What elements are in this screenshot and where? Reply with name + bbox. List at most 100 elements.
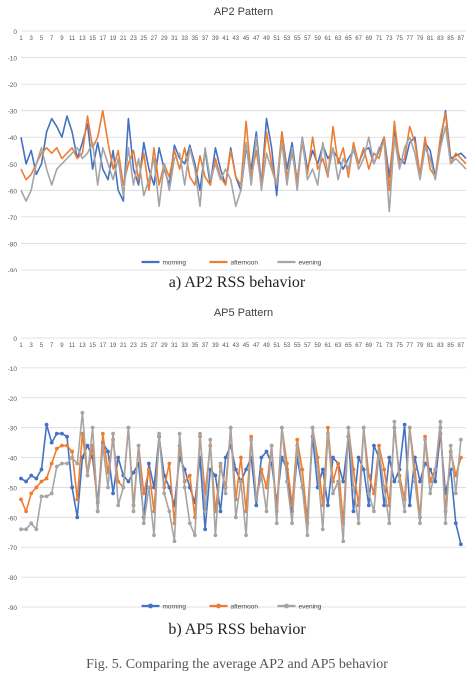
x-tick-label: 63: [335, 36, 342, 42]
x-tick-label: 87: [458, 36, 465, 42]
x-tick-label: 21: [120, 343, 127, 349]
legend-marker-evening: [284, 603, 289, 609]
point-evening: [167, 509, 172, 514]
point-evening: [223, 491, 228, 496]
x-tick-label: 15: [89, 343, 96, 349]
point-afternoon: [239, 455, 243, 460]
y-tick-label: -10: [8, 366, 18, 373]
point-evening: [146, 485, 151, 490]
point-morning: [126, 479, 131, 484]
x-tick-label: 27: [151, 343, 158, 349]
y-tick-label: -90: [8, 268, 18, 272]
x-tick-label: 59: [314, 36, 321, 42]
point-morning: [111, 491, 115, 496]
caption-ap2: a) AP2 RSS behavior: [168, 274, 306, 291]
point-morning: [29, 473, 34, 478]
point-evening: [106, 485, 110, 490]
x-tick-label: 87: [458, 343, 465, 349]
x-tick-label: 83: [437, 36, 444, 42]
x-tick-label: 7: [50, 36, 54, 42]
point-evening: [24, 527, 29, 532]
y-tick-label: 0: [13, 29, 17, 36]
x-tick-label: 67: [355, 36, 362, 42]
x-tick-label: 51: [273, 36, 280, 42]
y-tick-label: -70: [8, 215, 18, 222]
point-afternoon: [325, 425, 330, 430]
point-afternoon: [141, 491, 146, 496]
legend-label-evening: evening: [299, 604, 322, 611]
x-tick-label: 43: [232, 343, 239, 349]
y-tick-label: -80: [8, 575, 18, 582]
x-tick-label: 13: [79, 36, 86, 42]
x-tick-label: 19: [110, 36, 117, 42]
y-tick-label: -20: [8, 82, 18, 89]
point-afternoon: [24, 509, 29, 514]
point-afternoon: [187, 473, 192, 478]
point-morning: [331, 455, 335, 460]
chart-title: AP5 Pattern: [214, 307, 273, 319]
point-evening: [126, 425, 131, 430]
point-morning: [223, 455, 228, 460]
point-morning: [80, 455, 85, 460]
point-evening: [346, 425, 351, 430]
x-tick-label: 53: [284, 36, 291, 42]
x-tick-label: 83: [437, 343, 444, 349]
x-tick-label: 45: [243, 343, 250, 349]
point-morning: [361, 467, 366, 472]
point-afternoon: [19, 497, 23, 502]
point-evening: [95, 509, 100, 514]
point-evening: [75, 461, 80, 466]
x-tick-label: 15: [89, 36, 96, 42]
x-tick-label: 61: [325, 343, 332, 349]
legend-label-afternoon: afternoon: [231, 260, 259, 267]
x-tick-label: 55: [294, 36, 301, 42]
point-afternoon: [70, 449, 75, 454]
point-evening: [418, 521, 422, 526]
point-afternoon: [49, 461, 54, 466]
x-tick-label: 23: [130, 36, 137, 42]
legend-marker-afternoon: [216, 603, 221, 609]
y-tick-label: -30: [8, 426, 18, 433]
point-afternoon: [377, 443, 381, 448]
point-morning: [60, 431, 64, 436]
point-evening: [65, 461, 69, 466]
x-tick-label: 41: [222, 343, 229, 349]
x-tick-label: 81: [427, 343, 434, 349]
x-tick-label: 1: [19, 343, 23, 349]
x-tick-label: 65: [345, 343, 352, 349]
point-evening: [382, 485, 387, 490]
x-tick-label: 57: [304, 343, 311, 349]
point-morning: [392, 479, 397, 484]
point-morning: [458, 542, 463, 547]
x-tick-label: 59: [314, 343, 321, 349]
point-afternoon: [300, 467, 305, 472]
point-evening: [19, 527, 23, 532]
point-evening: [372, 509, 376, 514]
point-evening: [351, 485, 356, 490]
point-evening: [361, 425, 366, 430]
point-evening: [111, 431, 115, 436]
series-line-afternoon: [20, 109, 467, 192]
x-tick-label: 9: [60, 36, 64, 42]
point-evening: [356, 521, 361, 526]
point-evening: [54, 464, 59, 469]
point-evening: [259, 473, 264, 478]
point-morning: [244, 467, 248, 472]
x-tick-label: 49: [263, 36, 270, 42]
point-afternoon: [60, 443, 64, 448]
point-evening: [443, 521, 448, 526]
point-morning: [218, 509, 223, 514]
point-evening: [29, 521, 34, 526]
point-evening: [233, 515, 238, 520]
x-tick-label: 21: [120, 36, 127, 42]
point-morning: [65, 434, 69, 439]
x-tick-label: 33: [181, 36, 188, 42]
y-tick-label: -40: [8, 456, 18, 463]
x-tick-label: 63: [335, 343, 342, 349]
point-morning: [106, 449, 110, 454]
point-evening: [157, 431, 162, 436]
point-afternoon: [423, 434, 427, 439]
point-evening: [39, 494, 44, 499]
x-tick-label: 25: [140, 343, 147, 349]
point-evening: [300, 485, 305, 490]
